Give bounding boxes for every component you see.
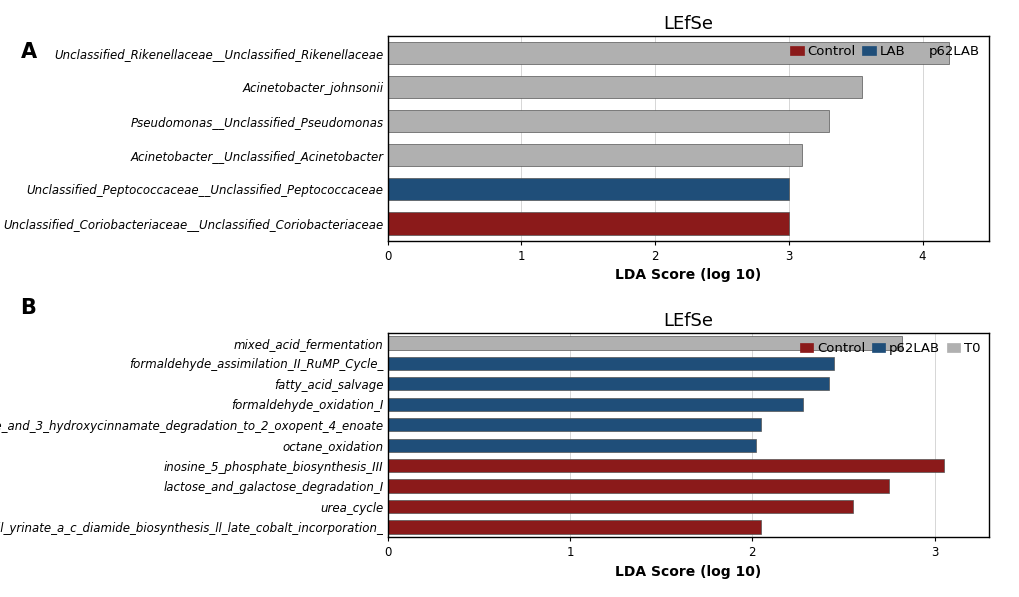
Bar	[387, 336, 901, 349]
Bar	[387, 144, 801, 167]
Bar	[387, 500, 852, 513]
Text: B: B	[20, 298, 37, 319]
X-axis label: LDA Score (log 10): LDA Score (log 10)	[614, 268, 761, 282]
Bar	[387, 76, 861, 98]
Bar	[387, 42, 949, 64]
Bar	[387, 521, 761, 534]
Bar	[387, 398, 803, 411]
Legend: Control, LAB, p62LAB: Control, LAB, p62LAB	[787, 42, 982, 61]
Bar	[387, 418, 761, 432]
Bar	[387, 213, 788, 235]
Bar	[387, 356, 834, 370]
Bar	[387, 439, 755, 452]
Text: A: A	[20, 42, 37, 62]
Bar	[387, 377, 828, 390]
Title: LEfSe: LEfSe	[662, 15, 713, 33]
Title: LEfSe: LEfSe	[662, 312, 713, 330]
Bar	[387, 459, 943, 472]
Legend: Control, p62LAB, T0: Control, p62LAB, T0	[796, 339, 982, 358]
Bar	[387, 479, 889, 493]
Bar	[387, 179, 788, 201]
X-axis label: LDA Score (log 10): LDA Score (log 10)	[614, 565, 761, 579]
Bar	[387, 110, 828, 132]
